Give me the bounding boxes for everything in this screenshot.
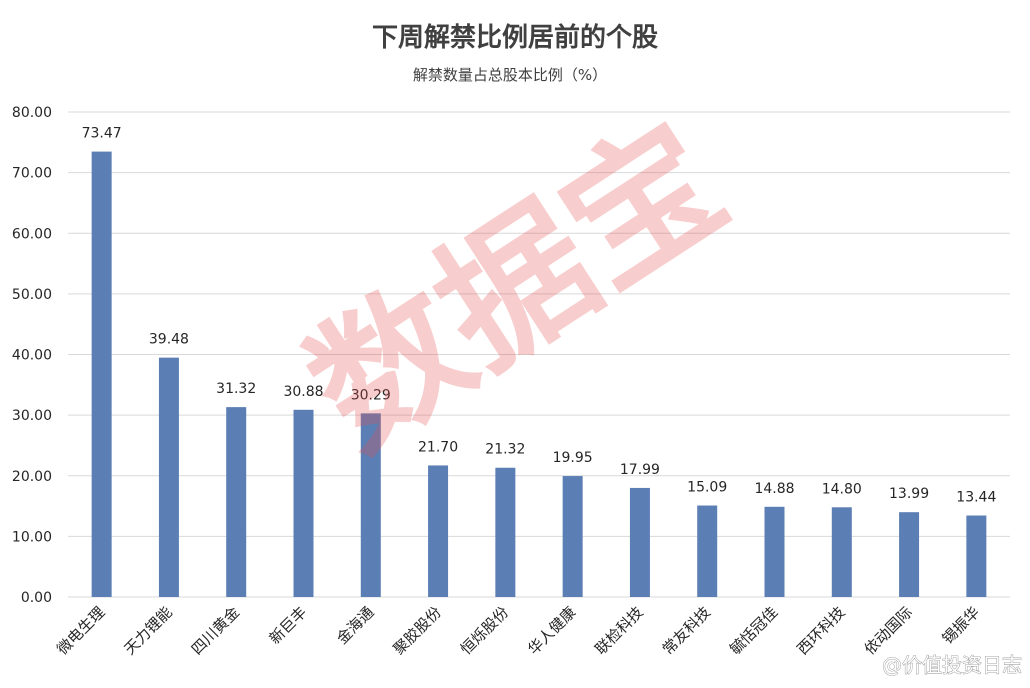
y-tick-label: 40.00 — [12, 348, 52, 364]
bar — [764, 506, 785, 597]
data-label: 73.47 — [82, 126, 122, 142]
data-label: 17.99 — [620, 462, 660, 478]
data-label: 19.95 — [553, 450, 593, 466]
chart-title: 下周解禁比例居前的个股 — [372, 22, 658, 53]
y-tick-label: 70.00 — [12, 166, 52, 182]
y-tick-label: 60.00 — [12, 226, 52, 242]
y-axis-tick-labels: 0.00 10.00 20.00 30.00 40.00 50.00 60.00 70.00 8… — [12, 105, 52, 606]
data-label: 14.88 — [754, 481, 794, 497]
data-label: 21.32 — [485, 442, 525, 458]
y-tick-label: 50.00 — [12, 287, 52, 303]
data-label: 13.44 — [956, 490, 996, 506]
signature: @价值投资日志 — [882, 653, 1022, 677]
bar — [360, 413, 381, 597]
bar — [495, 467, 516, 597]
data-label: 15.09 — [687, 480, 727, 496]
bar — [91, 151, 112, 597]
y-tick-label: 20.00 — [12, 469, 52, 485]
bar — [629, 487, 650, 597]
y-tick-label: 10.00 — [12, 529, 52, 545]
bar — [562, 476, 583, 597]
data-label: 31.32 — [216, 381, 256, 397]
data-label: 14.80 — [822, 481, 862, 497]
watermark: 数据宝 — [281, 92, 753, 483]
x-tick-label: 金海通 — [333, 603, 378, 648]
data-label: 39.48 — [149, 332, 189, 348]
x-tick-label: 联检科技 — [592, 603, 647, 658]
x-tick-label: 西环科技 — [793, 603, 848, 658]
y-tick-label: 80.00 — [12, 105, 52, 121]
bar — [428, 465, 449, 597]
data-label: 30.29 — [351, 387, 391, 403]
x-tick-label: 微电生理 — [53, 603, 108, 658]
x-axis-tick-labels: 微电生理 天力锂能 四川黄金 新巨丰 金海通 聚胶股份 恒烁股份 华人健康 联检科技 常友科技 毓恬… — [53, 603, 983, 658]
x-tick-label: 四川黄金 — [188, 603, 243, 658]
x-tick-label: 新巨丰 — [266, 603, 311, 648]
x-tick-label: 毓恬冠佳 — [726, 603, 781, 658]
x-tick-label: 锡振华 — [939, 603, 984, 648]
bar — [293, 409, 314, 597]
bar — [158, 357, 179, 597]
x-tick-label: 常友科技 — [659, 603, 714, 658]
bar — [831, 507, 852, 597]
bar — [966, 515, 987, 597]
x-tick-label: 华人健康 — [524, 603, 579, 658]
x-tick-label: 天力锂能 — [121, 603, 176, 658]
data-label: 21.70 — [418, 439, 458, 455]
data-label: 13.99 — [889, 486, 929, 502]
bar — [226, 407, 247, 597]
data-labels: 73.47 39.48 31.32 30.88 30.29 21.70 21.32 19.95… — [82, 126, 997, 506]
bar — [697, 505, 718, 597]
y-tick-label: 0.00 — [21, 590, 52, 606]
chart-subtitle: 解禁数量占总股本比例（%） — [413, 66, 607, 84]
bar — [899, 512, 920, 597]
x-tick-label: 恒烁股份 — [457, 603, 512, 658]
gridlines — [68, 111, 1010, 598]
data-label: 30.88 — [283, 384, 323, 400]
bars — [91, 151, 987, 597]
y-tick-label: 30.00 — [12, 408, 52, 424]
x-tick-label: 依动国际 — [861, 603, 916, 658]
x-tick-label: 聚胶股份 — [390, 603, 445, 658]
